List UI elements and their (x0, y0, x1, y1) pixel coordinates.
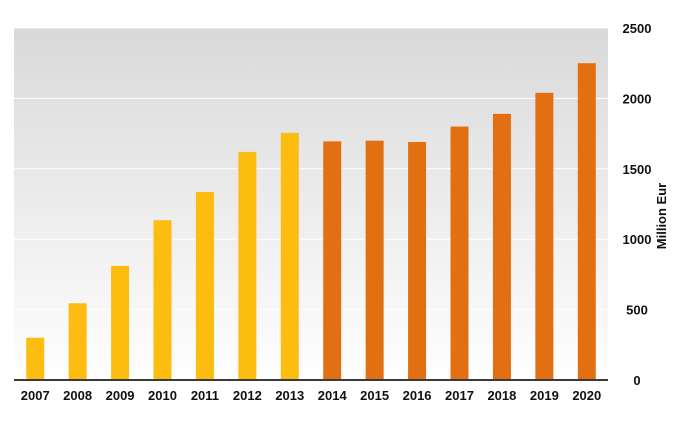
y-tick-label: 1500 (623, 162, 652, 177)
bar-2019 (535, 92, 554, 380)
bar-2013 (280, 132, 299, 380)
x-tick-label: 2015 (360, 388, 389, 403)
bar-2009 (111, 265, 130, 380)
bar-2017 (450, 126, 469, 380)
x-tick-label: 2007 (21, 388, 50, 403)
bar-2020 (577, 63, 596, 380)
y-tick-label: 0 (633, 373, 640, 388)
x-tick-label: 2017 (445, 388, 474, 403)
x-tick-label: 2009 (106, 388, 135, 403)
bar-2011 (195, 192, 214, 380)
bar-2018 (492, 113, 511, 380)
plot-area (14, 28, 608, 380)
y-tick-labels: 0 500 1000 1500 2000 2500 (623, 21, 652, 388)
x-tick-label: 2016 (403, 388, 432, 403)
y-tick-label: 2500 (623, 21, 652, 36)
x-tick-label: 2008 (63, 388, 92, 403)
x-tick-label: 2011 (191, 388, 219, 403)
x-tick-label: 2018 (487, 388, 516, 403)
bar-2008 (68, 303, 87, 380)
x-tick-label: 2014 (318, 388, 348, 403)
y-tick-label: 1000 (623, 232, 652, 247)
bar-2016 (408, 142, 427, 380)
x-tick-labels: 2007 2008 2009 2010 2011 2012 2013 2014 2015 2016… (21, 388, 601, 403)
bar-2007 (26, 337, 45, 380)
x-tick-label: 2012 (233, 388, 262, 403)
bar-2010 (153, 220, 172, 380)
bar-2014 (323, 141, 342, 380)
y-axis-title: Million Eur (654, 183, 669, 249)
y-tick-label: 500 (626, 303, 648, 318)
x-tick-label: 2019 (530, 388, 559, 403)
bar-2012 (238, 151, 257, 380)
x-tick-label: 2010 (148, 388, 177, 403)
y-tick-label: 2000 (623, 91, 652, 106)
x-tick-label: 2020 (572, 388, 601, 403)
bar-2015 (365, 140, 384, 380)
x-tick-label: 2013 (275, 388, 304, 403)
bars (26, 63, 596, 380)
